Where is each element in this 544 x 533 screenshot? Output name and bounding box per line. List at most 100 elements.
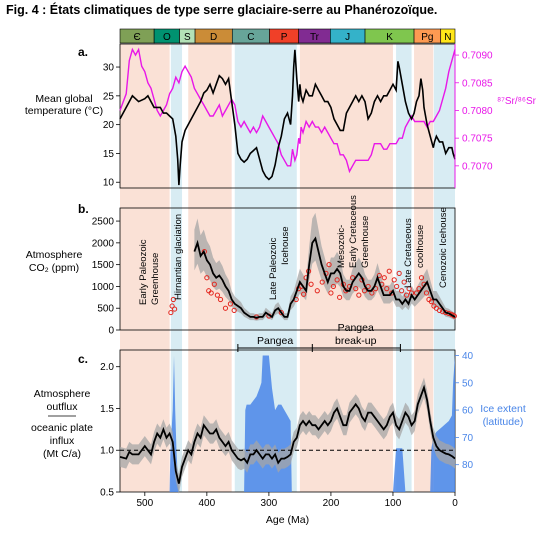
- y2-tick-label: 0.7070: [462, 161, 493, 172]
- y-tick-label: 1.5: [100, 404, 114, 415]
- flux-ratio-line: [119, 384, 456, 484]
- panel-label: c.: [78, 352, 88, 366]
- annotation-early-cretaceous: Early Cretaceous: [348, 195, 359, 268]
- period-label: Tr: [310, 32, 320, 43]
- co2-proxy-point: [208, 290, 214, 296]
- panel-label: a.: [78, 45, 88, 59]
- co2-proxy-point: [330, 283, 337, 290]
- co2-proxy-point: [211, 281, 217, 287]
- climate-band-greenhouse: [414, 44, 434, 492]
- climate-band-greenhouse: [120, 44, 170, 492]
- flux-uncertainty-band: [120, 377, 455, 494]
- y-axis-label: Mean global: [35, 93, 92, 105]
- y-axis-label: Atmosphere: [34, 388, 91, 400]
- y-tick-label: 2000: [92, 238, 115, 249]
- co2-proxy-point: [278, 309, 284, 316]
- annotation-hirnantian: Hirnantian glaciation: [173, 214, 184, 300]
- x-tick-label: 0: [452, 498, 458, 509]
- y2-tick-label: 40: [462, 351, 474, 362]
- annotation-pangea-breakup: break-up: [335, 335, 377, 347]
- co2-proxy-point: [301, 291, 307, 297]
- co2-proxy-point: [168, 309, 174, 316]
- x-tick-label: 500: [136, 498, 153, 509]
- co2-proxy-point: [416, 286, 422, 292]
- y2-axis-label: (latitude): [483, 416, 524, 428]
- co2-proxy-point: [217, 296, 224, 303]
- y-tick-label: 2500: [92, 217, 115, 228]
- y2-tick-label: 80: [462, 460, 474, 471]
- y-tick-label: 1500: [92, 260, 115, 271]
- co2-proxy-point: [428, 299, 435, 305]
- co2-proxy-point: [406, 286, 412, 292]
- period-cell: [440, 28, 456, 44]
- y2-tick-label: 0.7075: [462, 134, 493, 145]
- panel-label: b.: [78, 202, 89, 216]
- co2-proxy-point: [326, 262, 332, 268]
- y-axis-label: outflux: [47, 401, 79, 413]
- geologic-period-bar: Є O S D C P Tr J K Pg N: [119, 28, 456, 44]
- temperature-line: [119, 49, 456, 186]
- y2-tick-label: 50: [462, 378, 474, 389]
- annotation-mesozoic-greenhouse: Greenhouse: [360, 216, 371, 268]
- co2-proxy-point: [314, 288, 320, 294]
- ice-extent-area: [120, 355, 455, 492]
- climate-band-icehouse: [170, 44, 183, 492]
- annotation-pangea-breakup: Pangea: [338, 322, 374, 334]
- co2-proxy-point: [418, 275, 425, 281]
- co2-proxy-point: [396, 270, 402, 276]
- co2-proxy-point: [391, 277, 397, 283]
- co2-proxy-point: [394, 283, 400, 290]
- annotation-early-paleozoic: Early Paleozoic: [138, 239, 149, 305]
- period-label: C: [247, 32, 254, 43]
- y-axis-label: Atmosphere: [26, 249, 83, 261]
- climate-band-icehouse: [396, 44, 412, 492]
- co2-proxy-point: [356, 292, 362, 298]
- co2-proxy-point: [170, 296, 176, 303]
- period-label: P: [281, 32, 288, 43]
- annotation-late-cretaceous: Late Cretaceous: [403, 218, 414, 288]
- co2-proxy-point: [376, 272, 382, 279]
- y2-tick-label: 60: [462, 406, 474, 417]
- co2-proxy-point: [328, 290, 334, 296]
- co2-proxy-point: [308, 281, 314, 287]
- period-label: J: [345, 32, 350, 43]
- y2-tick-label: 0.7085: [462, 78, 493, 89]
- annotation-pangea: Pangea: [257, 335, 293, 347]
- y-tick-label: 10: [103, 178, 115, 189]
- co2-proxy-point: [361, 288, 368, 294]
- y-axis-label: temperature (°C): [25, 105, 103, 117]
- co2-proxy-point: [231, 307, 237, 313]
- y-tick-label: 1000: [92, 282, 115, 293]
- y-tick-label: 25: [103, 91, 115, 102]
- y-axis-label: (Mt C/a): [43, 448, 81, 460]
- co2-proxy-point: [401, 279, 407, 285]
- period-label: S: [184, 32, 191, 43]
- x-tick-label: 300: [261, 498, 278, 509]
- annotation-coolhouse: coolhouse: [415, 225, 426, 268]
- co2-proxy-point: [171, 306, 178, 312]
- strontium-ratio-line: [119, 47, 456, 174]
- y-tick-label: 1.0: [100, 446, 114, 457]
- y-tick-label: 2.0: [100, 362, 114, 373]
- y-axis-label: CO₂ (ppm): [29, 262, 79, 274]
- climate-band-icehouse: [433, 44, 455, 492]
- panel-a-temperature-strontium: 10 15 20 25 30 0.7070 0.7075 0.7080 0.7085 0.7090…: [25, 43, 537, 189]
- co2-proxy-point: [169, 303, 175, 309]
- co2-line: [193, 236, 456, 319]
- y-axis-label: oceanic plate: [31, 422, 93, 434]
- x-axis-age: 500 400 300 200 100 0 Age (Ma): [136, 492, 458, 526]
- y-tick-label: 0: [108, 326, 114, 337]
- x-axis-label: Age (Ma): [266, 514, 309, 526]
- panel-b-frame: [119, 207, 456, 331]
- y-tick-label: 30: [103, 63, 115, 74]
- panel-c-carbon-flux: 0.5 1.0 1.5 2.0 40 50 60 70 80 c. Atmosphereoutflu…: [31, 349, 526, 499]
- x-tick-label: 100: [385, 498, 402, 509]
- co2-proxy-point: [204, 275, 210, 281]
- co2-proxy-point: [214, 292, 220, 298]
- co2-proxy-point: [227, 301, 234, 307]
- y2-axis-label: ⁸⁷Sr/⁸⁶Sr: [497, 96, 537, 107]
- co2-proxy-point: [386, 268, 392, 274]
- co2-proxy-point: [334, 277, 340, 283]
- annotation-greenhouse: Greenhouse: [150, 253, 161, 305]
